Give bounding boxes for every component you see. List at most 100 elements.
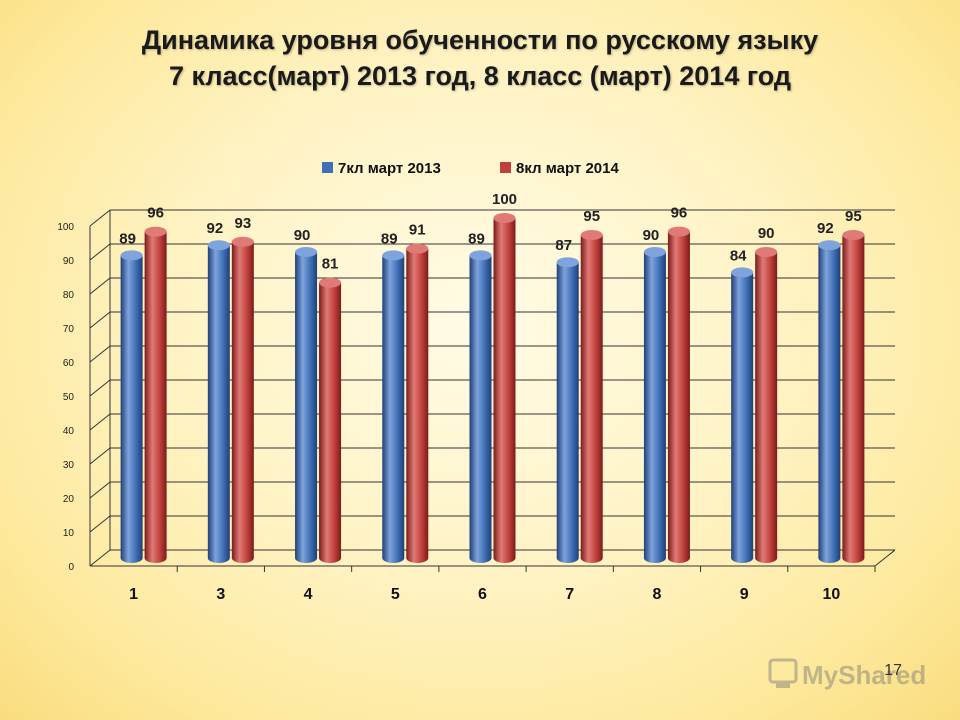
bar-body xyxy=(580,235,603,563)
myshared-logo: MyShared xyxy=(768,658,926,690)
bar-body xyxy=(556,262,579,563)
bar-top xyxy=(207,240,230,251)
bar-top xyxy=(731,267,754,278)
x-tick-label: 6 xyxy=(478,586,487,603)
data-label: 89 xyxy=(119,230,136,247)
data-label: 96 xyxy=(147,205,164,222)
y-tick-label: 20 xyxy=(63,494,75,505)
gridline-depth xyxy=(89,481,111,499)
x-tick-label: 9 xyxy=(740,586,749,603)
bar-series1 xyxy=(207,240,230,563)
bar-body xyxy=(731,272,754,563)
gridline-depth xyxy=(89,515,111,533)
data-label: 100 xyxy=(492,191,517,208)
data-label: 89 xyxy=(468,230,485,247)
bar-series1 xyxy=(818,240,841,563)
bar-series1 xyxy=(731,267,754,563)
y-tick-label: 90 xyxy=(63,256,75,267)
gridline-depth xyxy=(89,243,111,261)
bar-series1 xyxy=(382,250,405,563)
gridline-depth xyxy=(89,549,111,567)
y-tick-label: 70 xyxy=(63,324,75,335)
data-label: 81 xyxy=(322,256,339,273)
legend-swatch xyxy=(500,162,511,173)
x-tick-label: 1 xyxy=(129,586,138,603)
chart-title-line-1: Динамика уровня обученности по русскому … xyxy=(141,25,819,55)
data-label: 92 xyxy=(817,220,834,237)
bar-body xyxy=(755,252,778,563)
gridline-depth xyxy=(89,209,111,227)
bar-top xyxy=(556,257,579,268)
data-label: 91 xyxy=(409,222,426,239)
bar-series2 xyxy=(406,243,429,563)
bar-top xyxy=(667,226,690,237)
gridline-depth xyxy=(89,379,111,397)
bar-series2 xyxy=(842,230,865,563)
bar-series1 xyxy=(295,247,318,563)
legend-label: 7кл март 2013 xyxy=(338,160,441,177)
data-label: 90 xyxy=(294,227,311,244)
bar-series2 xyxy=(580,230,603,563)
bar-top xyxy=(120,250,143,261)
x-tick-label: 7 xyxy=(565,586,574,603)
floor-edge xyxy=(874,549,896,567)
bar-top xyxy=(406,243,429,254)
data-label: 90 xyxy=(758,225,775,242)
bar-top xyxy=(382,250,405,261)
bar-body xyxy=(493,218,516,563)
chart-title-line-2: 7 класс(март) 2013 год, 8 класс (март) 2… xyxy=(168,61,792,91)
data-label: 95 xyxy=(845,208,862,225)
data-label: 87 xyxy=(555,237,572,254)
bar-body xyxy=(667,231,690,563)
bar-top xyxy=(493,213,516,223)
bar-body xyxy=(144,231,167,563)
data-label: 90 xyxy=(643,227,660,244)
bar-body xyxy=(818,245,841,563)
bar-body xyxy=(469,255,492,563)
bar-top xyxy=(319,277,342,288)
x-tick-label: 10 xyxy=(822,586,840,603)
bar-series2 xyxy=(231,236,254,564)
bar-top xyxy=(643,247,666,257)
bar-series2 xyxy=(755,247,778,563)
bar-top xyxy=(469,250,492,261)
bar-body xyxy=(120,255,143,563)
data-label: 92 xyxy=(206,220,223,237)
y-tick-label: 0 xyxy=(68,562,74,573)
x-tick-label: 4 xyxy=(304,586,313,603)
gridline-depth xyxy=(89,277,111,295)
bar-body xyxy=(207,245,230,563)
bar-top xyxy=(755,247,778,257)
bar-series1 xyxy=(469,250,492,563)
bar-series2 xyxy=(667,226,690,563)
x-tick-label: 3 xyxy=(216,586,225,603)
x-tick-label: 8 xyxy=(652,586,661,603)
bar-series2 xyxy=(319,277,342,563)
data-label: 89 xyxy=(381,230,398,247)
gridline-depth xyxy=(89,311,111,329)
legend-swatch xyxy=(322,162,333,173)
bar-body xyxy=(406,248,429,563)
bar-body xyxy=(231,241,254,564)
data-label: 95 xyxy=(583,208,600,225)
y-tick-label: 50 xyxy=(63,392,75,403)
y-tick-label: 60 xyxy=(63,358,75,369)
bar-top xyxy=(144,226,167,237)
y-tick-label: 30 xyxy=(63,460,75,471)
bar-series2 xyxy=(493,213,516,563)
data-label: 96 xyxy=(671,205,688,222)
chart-title: Динамика уровня обученности по русскому … xyxy=(0,22,960,94)
slide-number: 17 xyxy=(884,662,902,679)
data-label: 93 xyxy=(234,215,251,232)
data-label: 84 xyxy=(730,247,747,264)
legend: 7кл март 2013 8кл март 2014 xyxy=(322,160,619,177)
watermark-text: MyShared xyxy=(802,660,926,690)
gridline-depth xyxy=(89,413,111,431)
y-tick-label: 10 xyxy=(63,528,75,539)
bar-series1 xyxy=(120,250,143,563)
bar-top xyxy=(818,240,841,251)
x-tick-label: 5 xyxy=(391,586,400,603)
bar-series1 xyxy=(643,247,666,563)
bar-body xyxy=(295,252,318,563)
